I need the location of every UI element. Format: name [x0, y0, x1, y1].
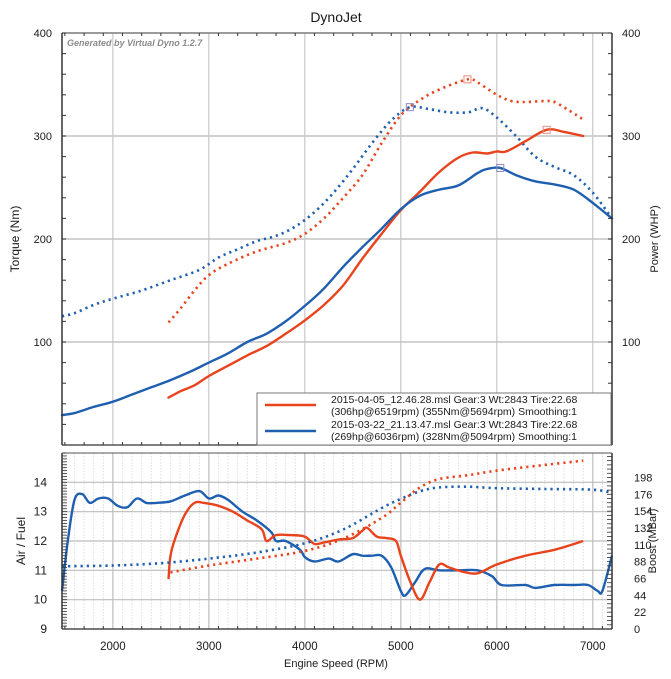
afr-tick-label: 11 [35, 563, 48, 577]
peak-marker [463, 75, 472, 84]
series-line-2015-04-05-torque-nm- [167, 77, 584, 324]
boost-tick-label: 66 [634, 573, 646, 585]
torque-power-series [60, 75, 614, 417]
torque-tick-label: 400 [34, 28, 52, 40]
series-line-2015-03-22-boost-mbar- [61, 485, 613, 568]
afr-tick-label: 13 [34, 505, 48, 519]
power-tick-label: 300 [622, 131, 640, 143]
boost-tick-label: 176 [634, 489, 652, 501]
afr-tick-label: 12 [34, 534, 48, 548]
power-tick-label: 200 [622, 234, 640, 246]
boost-tick-label: 198 [634, 472, 652, 484]
torque-tick-label: 200 [34, 234, 52, 246]
x-tick-label: 5000 [388, 641, 414, 653]
afr-tick-label: 14 [34, 475, 48, 489]
x-tick-label: 7000 [580, 641, 606, 653]
legend-box [256, 392, 612, 446]
series-line-2015-04-05-power-whp- [167, 128, 585, 399]
x-tick-label: 2000 [100, 641, 126, 653]
peak-marker [542, 125, 551, 134]
y-axis-label-power: Power (WHP) [649, 205, 661, 272]
boost-tick-label: 132 [634, 523, 652, 535]
power-tick-label: 400 [622, 28, 640, 40]
torque-power-grid [62, 32, 612, 445]
y-axis-label-boost: Boost (MBar) [647, 509, 659, 574]
torque-tick-label: 300 [34, 131, 52, 143]
legend: 2015-04-05_12.46.28.msl Gear:3 Wt:2843 T… [256, 392, 612, 446]
boost-tick-label: 110 [634, 540, 652, 552]
legend-run2-line1: 2015-03-22_21.13.47.msl Gear:3 Wt:2843 T… [331, 419, 577, 431]
afr-tick-label: 10 [34, 593, 48, 607]
watermark: Generated by Virtual Dyno 1.2.7 [67, 38, 203, 48]
peak-marker [496, 163, 505, 172]
x-tick-label: 6000 [484, 641, 510, 653]
y-axis-label-torque: Torque (Nm) [8, 206, 22, 273]
boost-tick-label: 88 [634, 557, 646, 569]
legend-run1-line1: 2015-04-05_12.46.28.msl Gear:3 Wt:2843 T… [331, 394, 577, 406]
series-line-2015-03-22-torque-nm- [61, 105, 614, 318]
boost-tick-label: 0 [634, 624, 640, 636]
series-line-2015-03-22-air-fuel [60, 489, 614, 598]
legend-run1-line2: (306hp@6519rpm) (355Nm@5694rpm) Smoothin… [331, 406, 577, 418]
afr-tick-label: 9 [40, 622, 47, 636]
x-tick-label: 4000 [292, 641, 318, 653]
boost-tick-label: 22 [634, 607, 646, 619]
legend-run2-line2: (269hp@6036rpm) (328Nm@5094rpm) Smoothin… [331, 431, 577, 443]
x-axis-label: Engine Speed (RPM) [284, 658, 388, 670]
torque-tick-label: 100 [34, 337, 52, 349]
power-tick-label: 100 [622, 337, 640, 349]
series-line-2015-03-22-power-whp- [60, 166, 614, 417]
boost-tick-label: 44 [634, 590, 646, 602]
series-line-2015-04-05-boost-mbar- [170, 459, 584, 574]
afr-boost-grid [62, 453, 613, 630]
chart-title: DynoJet [310, 9, 361, 25]
y-axis-label-afr: Air / Fuel [14, 517, 28, 565]
boost-tick-label: 154 [634, 506, 652, 518]
peak-marker [405, 103, 414, 112]
series-line-2015-04-05-air-fuel [167, 500, 584, 601]
axes: 100 200 300 400 100 200 300 400 9 10 11 12 13 14 0 22 44… [34, 28, 653, 653]
afr-boost-series [60, 459, 614, 601]
x-tick-label: 3000 [196, 641, 222, 653]
